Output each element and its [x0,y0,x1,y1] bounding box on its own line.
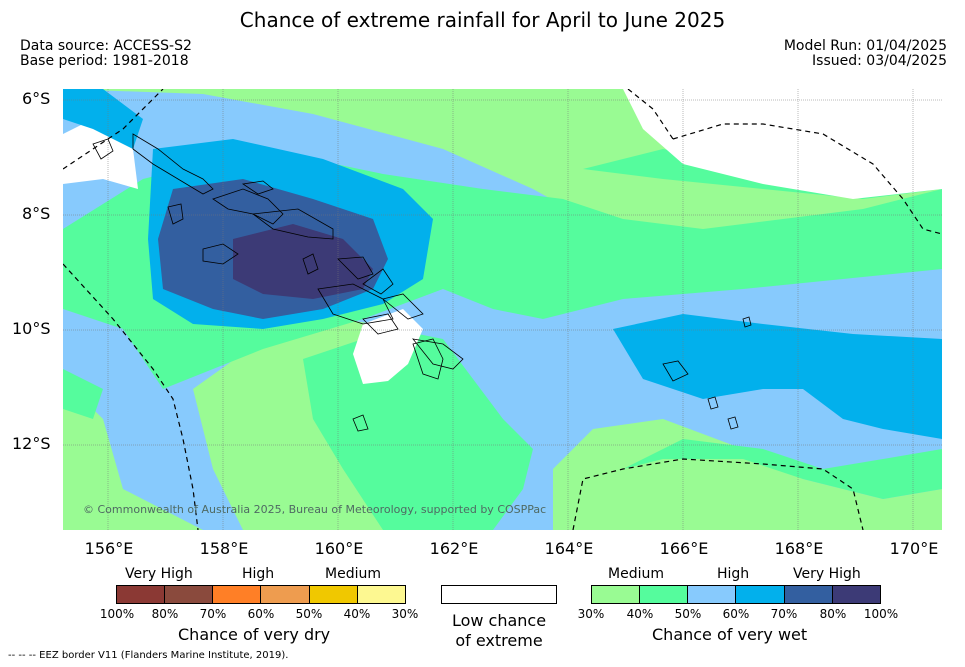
lon-label-156e: 156°E [84,539,134,558]
eez-footnote: -- -- -- EEZ border V11 (Flanders Marine… [8,650,289,661]
lon-label-162e: 162°E [429,539,479,558]
dry-tick-30: 30% [391,607,419,621]
dry-swatch-50-40 [309,585,358,604]
lat-label-12s: 12°S [12,434,51,453]
rainfall-map-svg [63,89,942,530]
base-period-label: Base period: 1981-2018 [20,53,189,69]
wet-swatch-60-70 [735,585,785,604]
wet-category-high: High [717,566,750,582]
wet-tick-100: 100% [863,607,899,621]
wet-tick-60: 60% [722,607,750,621]
lat-label-10s: 10°S [12,319,51,338]
run-info: Model Run: 01/04/2025 Issued: 03/04/2025 [784,39,947,69]
low-chance-label: Low chance of extreme [441,611,557,651]
dry-legend-title: Chance of very dry [178,625,331,644]
dry-category-very-high: Very High [125,566,193,582]
lat-label-8s: 8°S [22,204,51,223]
wet-tick-40: 40% [626,607,654,621]
low-chance-swatch [441,585,557,604]
wet-swatch-40-50 [639,585,688,604]
dry-swatch-70-60 [212,585,261,604]
lon-label-160e: 160°E [314,539,364,558]
wet-category-very-high: Very High [793,566,861,582]
dry-category-high: High [242,566,275,582]
dry-tick-40: 40% [343,607,371,621]
wet-tick-50: 50% [674,607,702,621]
dry-swatch-80-70 [164,585,213,604]
dry-tick-80: 80% [151,607,179,621]
dry-swatch-100-80 [116,585,165,604]
dry-swatch-60-50 [260,585,310,604]
island-guadalcanal [317,283,394,325]
data-source-label: Data source: ACCESS-S2 [20,38,192,54]
lon-label-158e: 158°E [199,539,249,558]
model-run-label: Model Run: 01/04/2025 [783,38,947,54]
source-info: Data source: ACCESS-S2 Base period: 1981… [20,39,192,69]
dry-tick-100: 100% [99,607,135,621]
island-santa-cruz [662,360,689,382]
lat-label-6s: 6°S [22,89,51,108]
island-choiseul [212,188,284,225]
island-bougainville [132,133,214,195]
wet-tick-80: 80% [819,607,847,621]
lon-label-170e: 170°E [889,539,939,558]
dry-tick-60: 60% [247,607,275,621]
island-rennell [412,338,444,380]
dry-swatch-40-30 [357,585,406,604]
island-malaita [362,268,394,295]
zone-80-100 [233,224,373,299]
low-chance-line1: Low chance [451,611,547,630]
low-chance-line2: of extreme [455,631,543,650]
dry-tick-70: 70% [199,607,227,621]
map-title: Chance of extreme rainfall for April to … [239,8,726,32]
lon-label-164e: 164°E [544,539,594,558]
lon-label-168e: 168°E [774,539,824,558]
wet-swatch-30-40 [591,585,640,604]
issued-label: Issued: 03/04/2025 [812,53,947,69]
wet-legend-title: Chance of very wet [652,625,808,644]
zone-30-40-southeast [553,419,942,530]
zone-low-northeast [623,89,942,199]
island-new-georgia [202,243,239,265]
island-buka [92,138,114,160]
wet-swatch-80-100 [832,585,881,604]
island-outlines [92,133,752,432]
island-makira [362,313,399,335]
wet-swatch-70-80 [784,585,833,604]
zone-40-50-south [303,329,533,530]
zone-low-central [353,309,423,384]
zone-30-40-southwest [63,379,203,530]
zone-40-50-west [63,369,103,419]
zone-60-70-northwest [63,89,143,149]
lon-label-166e: 166°E [659,539,709,558]
dry-category-medium: Medium [325,566,381,582]
dry-tick-50: 50% [295,607,323,621]
island-santa-isabel [251,208,334,240]
graticule [63,89,942,530]
wet-category-medium: Medium [608,566,664,582]
rainfall-map: © Commonwealth of Australia 2025, Bureau… [63,89,942,530]
zone-60-70-east [613,314,942,439]
wet-tick-30: 30% [577,607,605,621]
eez-borders [63,89,942,530]
wet-tick-70: 70% [770,607,798,621]
island-shortland [167,203,184,225]
wet-swatch-50-60 [687,585,736,604]
copyright-notice: © Commonwealth of Australia 2025, Bureau… [83,503,547,516]
zone-40-50-southeast [623,439,942,499]
